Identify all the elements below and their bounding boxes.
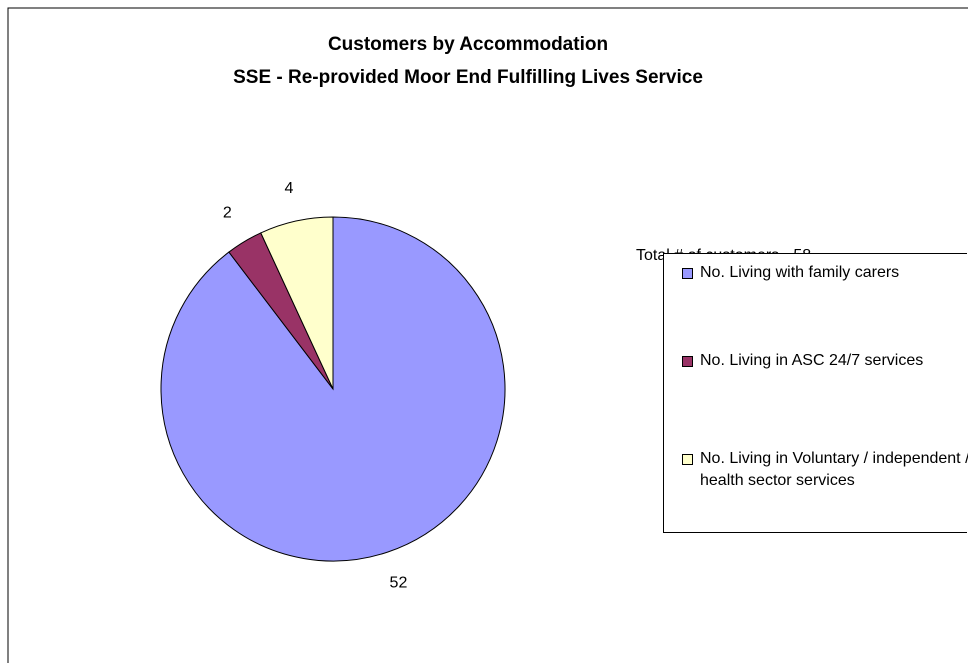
legend-item: No. Living in Voluntary / independent / … [682,448,968,492]
data-label: 2 [223,205,232,222]
data-label: 4 [284,180,293,197]
chart-subtitle: SSE - Re-provided Moor End Fulfilling Li… [233,67,703,88]
legend-swatch [682,356,693,367]
legend-label: No. Living in Voluntary / independent / … [700,450,968,489]
legend-item: No. Living with family carers [682,262,968,284]
legend-item: No. Living in ASC 24/7 services [682,350,968,372]
chart-title: Customers by Accommodation [328,34,608,55]
legend-label: No. Living with family carers [700,264,900,281]
data-label: 52 [390,574,408,591]
chart-border [7,7,968,663]
legend: No. Living with family carers No. Living … [663,253,968,533]
legend-swatch [682,268,693,279]
legend-swatch [682,454,693,465]
legend-label: No. Living in ASC 24/7 services [700,352,924,369]
pie-slice [260,216,334,390]
